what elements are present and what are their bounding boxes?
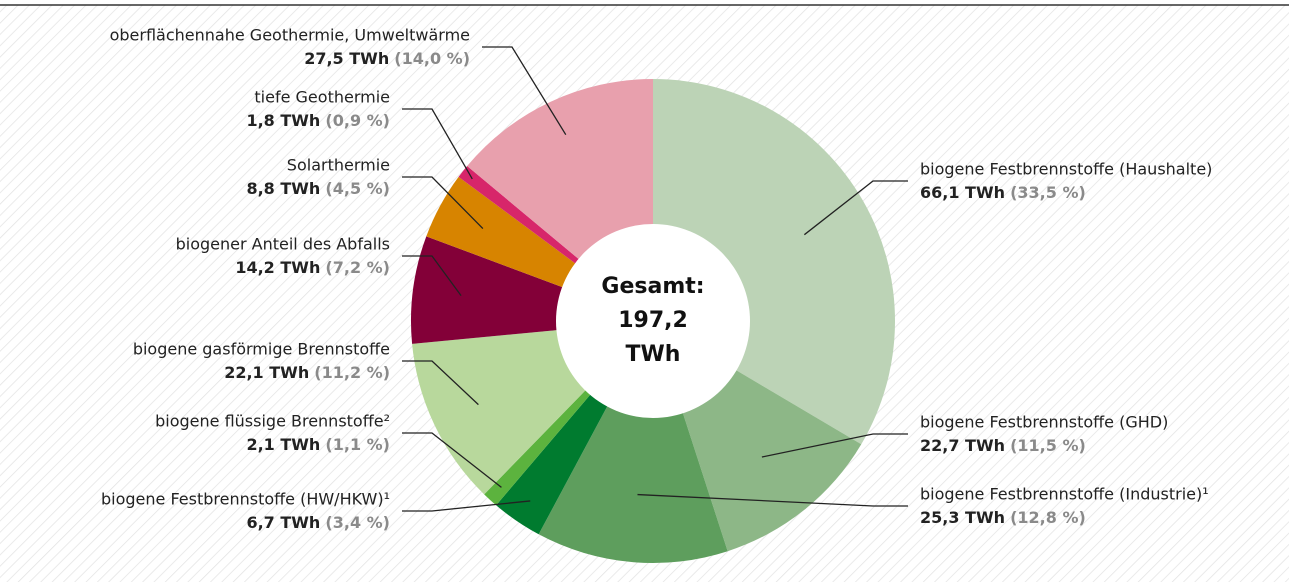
- leader-line: [637, 493, 908, 507]
- slice-value: 1,8 TWh (0,9 %): [246, 111, 390, 130]
- slice-value: 2,1 TWh (1,1 %): [246, 435, 390, 454]
- slice-name: biogene Festbrennstoffe (Industrie)¹: [920, 485, 1209, 504]
- percent-label: (7,2 %): [325, 258, 390, 277]
- slice-name: oberflächennahe Geothermie, Umweltwärme: [110, 26, 470, 45]
- leader-line: [482, 46, 567, 136]
- value-label: 1,8 TWh: [246, 111, 320, 130]
- slice-value: 27,5 TWh (14,0 %): [304, 49, 470, 68]
- slice-name: tiefe Geothermie: [254, 88, 390, 107]
- value-label: 22,1 TWh: [224, 363, 309, 382]
- value-label: 27,5 TWh: [304, 49, 389, 68]
- percent-label: (11,2 %): [314, 363, 390, 382]
- center-label: TWh: [626, 342, 681, 367]
- percent-label: (0,9 %): [325, 111, 390, 130]
- percent-label: (3,4 %): [325, 513, 390, 532]
- slice-value: 6,7 TWh (3,4 %): [246, 513, 390, 532]
- value-label: 22,7 TWh: [920, 436, 1005, 455]
- slice-value: 22,1 TWh (11,2 %): [224, 363, 390, 382]
- leader-line: [402, 108, 473, 180]
- leader-line: [402, 176, 484, 230]
- percent-label: (14,0 %): [394, 49, 470, 68]
- leader-line: [402, 500, 531, 512]
- value-label: 25,3 TWh: [920, 508, 1005, 527]
- slice-value: 66,1 TWh (33,5 %): [920, 183, 1086, 202]
- slice-value: 22,7 TWh (11,5 %): [920, 436, 1086, 455]
- percent-label: (12,8 %): [1010, 508, 1086, 527]
- slice-name: biogene Festbrennstoffe (Haushalte): [920, 160, 1212, 179]
- leader-line: [402, 432, 502, 488]
- slice-name: biogene Festbrennstoffe (HW/HKW)¹: [101, 490, 390, 509]
- percent-label: (4,5 %): [325, 179, 390, 198]
- center-hole: [556, 224, 750, 418]
- slice-name: biogene gasförmige Brennstoffe: [133, 340, 390, 359]
- percent-label: (1,1 %): [325, 435, 390, 454]
- value-label: 6,7 TWh: [246, 513, 320, 532]
- slice-value: 25,3 TWh (12,8 %): [920, 508, 1086, 527]
- value-label: 2,1 TWh: [246, 435, 320, 454]
- leader-line: [402, 255, 462, 297]
- slice-name: biogener Anteil des Abfalls: [176, 235, 390, 254]
- leader-line: [803, 180, 908, 236]
- slice-value: 8,8 TWh (4,5 %): [246, 179, 390, 198]
- slice-name: Solarthermie: [287, 156, 390, 175]
- percent-label: (11,5 %): [1010, 436, 1086, 455]
- leader-line: [761, 433, 908, 458]
- center-label: 197,2: [618, 308, 688, 333]
- percent-label: (33,5 %): [1010, 183, 1086, 202]
- center-label: Gesamt:: [601, 274, 704, 299]
- slice-name: biogene Festbrennstoffe (GHD): [920, 413, 1168, 432]
- slice-name: biogene flüssige Brennstoffe²: [155, 412, 390, 431]
- value-label: 8,8 TWh: [246, 179, 320, 198]
- value-label: 66,1 TWh: [920, 183, 1005, 202]
- slice-value: 14,2 TWh (7,2 %): [235, 258, 390, 277]
- leader-line: [402, 360, 479, 406]
- slice: [538, 321, 728, 563]
- value-label: 14,2 TWh: [235, 258, 320, 277]
